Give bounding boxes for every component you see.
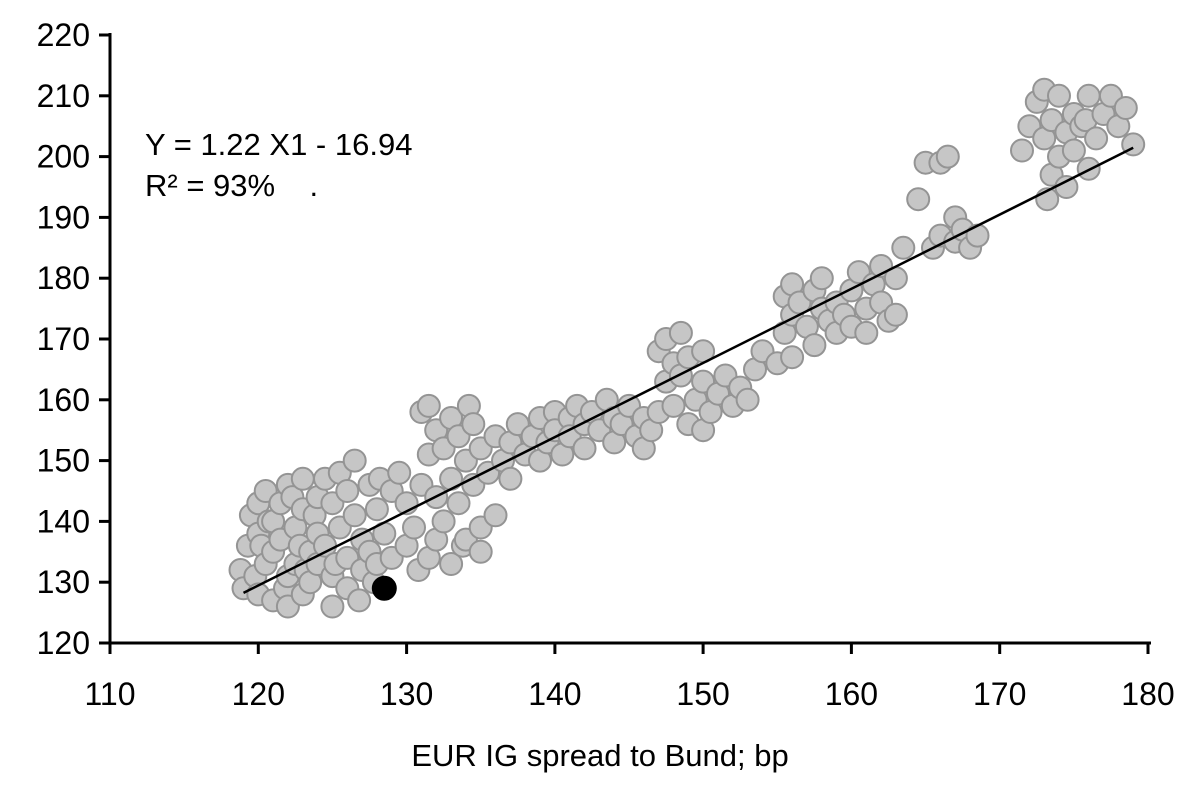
data-point	[906, 187, 931, 212]
y-tick-label: 120	[37, 625, 90, 661]
x-tick-label: 150	[676, 676, 729, 712]
y-tick-label: 150	[37, 443, 90, 479]
data-point	[965, 223, 990, 248]
data-point	[387, 460, 412, 485]
highlighted-data-point	[371, 575, 397, 601]
x-tick-label: 110	[84, 676, 135, 712]
data-point	[439, 552, 464, 576]
x-tick-label: 120	[232, 676, 285, 712]
observations-series	[228, 77, 1146, 619]
data-point	[342, 448, 367, 473]
data-point	[1076, 83, 1101, 108]
data-point	[446, 491, 471, 516]
data-point	[1113, 96, 1138, 120]
y-tick-label: 140	[37, 503, 90, 539]
y-tick-label: 160	[37, 382, 90, 418]
y-tick-label: 210	[37, 78, 90, 114]
x-tick-label: 170	[973, 676, 1026, 712]
x-tick-label: 140	[528, 676, 581, 712]
y-tick-label: 190	[37, 199, 90, 235]
data-point	[854, 320, 879, 345]
data-point	[891, 235, 916, 260]
regression-equation-label: Y = 1.22 X1 - 16.94	[145, 127, 413, 162]
x-tick-label: 130	[380, 676, 433, 712]
r-squared-label: R² = 93% .	[145, 168, 319, 203]
y-tick-label: 200	[37, 139, 90, 175]
data-point	[290, 466, 315, 491]
data-point	[780, 345, 805, 370]
data-point	[416, 393, 441, 418]
data-point	[364, 497, 389, 522]
y-tick-label: 130	[37, 564, 90, 600]
data-point	[347, 588, 372, 613]
data-point	[735, 387, 760, 412]
data-point	[809, 266, 834, 291]
data-point	[483, 503, 508, 528]
data-point	[935, 144, 960, 169]
data-point	[431, 509, 456, 534]
data-point	[668, 320, 693, 345]
x-tick-label: 160	[825, 676, 878, 712]
y-tick-label: 170	[37, 321, 90, 357]
data-point	[1084, 126, 1109, 151]
data-point	[468, 539, 493, 564]
y-tick-label: 220	[37, 17, 90, 53]
data-point	[402, 515, 426, 540]
data-point	[335, 479, 360, 503]
regression-line	[242, 146, 1134, 595]
data-point	[1061, 138, 1086, 163]
x-tick-label: 180	[1121, 676, 1174, 712]
data-point	[1054, 175, 1079, 199]
data-point	[572, 436, 597, 461]
data-point	[342, 503, 367, 528]
data-point	[661, 393, 686, 418]
x-axis-title: EUR IG spread to Bund; bp	[411, 738, 789, 773]
data-point	[1047, 83, 1071, 108]
y-tick-label: 180	[37, 260, 90, 296]
data-point	[1010, 138, 1034, 163]
data-point	[461, 412, 486, 437]
data-point	[883, 302, 908, 327]
data-point	[498, 466, 523, 491]
data-point	[802, 333, 827, 358]
data-point	[320, 594, 345, 619]
